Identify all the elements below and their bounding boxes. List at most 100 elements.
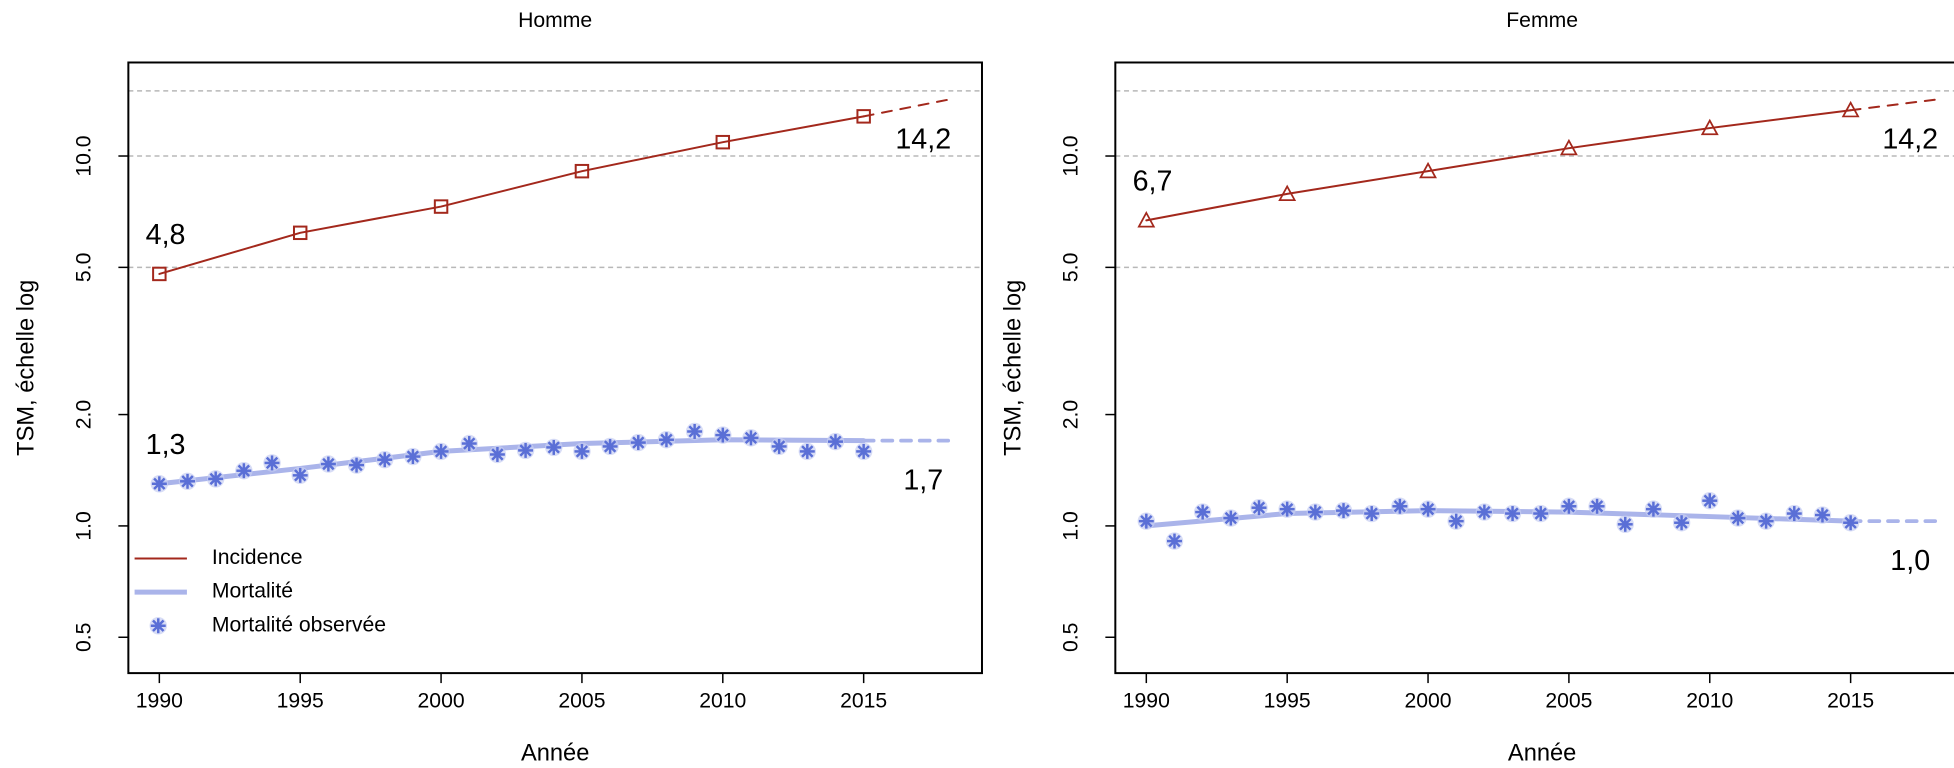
marker-stroke	[209, 472, 222, 486]
square-marker	[152, 266, 167, 282]
marker-stroke	[1816, 508, 1829, 522]
series-line	[1145, 109, 1852, 222]
legend-text: Incidence	[212, 546, 303, 569]
marker-shape	[1137, 211, 1156, 228]
value-label: 1,7	[903, 464, 943, 496]
marker-stroke	[1309, 505, 1322, 519]
marker-stroke	[772, 440, 786, 453]
plot-frame	[1114, 61, 1954, 675]
marker-stroke	[181, 475, 194, 488]
marker-stroke	[1337, 504, 1350, 517]
marker-stroke	[1703, 494, 1716, 507]
y-axis-label: TSM, échelle log	[14, 280, 40, 456]
plot-frame	[127, 61, 983, 675]
legend-text: Mortalité observée	[212, 613, 386, 636]
asterisk-marker	[1475, 503, 1494, 521]
marker-stroke	[463, 437, 476, 450]
square-marker	[856, 109, 871, 124]
value-label: 14,2	[1882, 123, 1938, 155]
marker-shape	[574, 163, 590, 179]
triangle-marker	[1137, 211, 1156, 228]
asterisk-marker	[404, 447, 422, 466]
asterisk-marker	[1701, 491, 1719, 510]
x-tick-label: 2005	[558, 689, 605, 712]
legend-item: Mortalité observée	[149, 613, 386, 636]
y-tick-label: 2.0	[72, 400, 95, 429]
marker-stroke	[265, 456, 279, 470]
asterisk-marker	[1250, 498, 1268, 517]
asterisk-marker	[149, 617, 167, 635]
y-tick-label: 1.0	[1059, 511, 1082, 540]
marker-stroke	[1478, 505, 1491, 519]
x-tick-label: 1995	[1264, 689, 1311, 712]
asterisk-marker	[347, 456, 366, 474]
marker-stroke	[1619, 518, 1632, 531]
marker-stroke	[1196, 505, 1209, 519]
asterisk-marker	[1193, 503, 1212, 521]
y-tick-label: 10.0	[72, 135, 95, 176]
marker-stroke	[294, 469, 307, 482]
asterisk-marker	[1137, 512, 1156, 530]
marker-stroke	[1562, 500, 1576, 513]
marker-stroke	[378, 453, 391, 466]
panel: Femme Année TSM, échelle log 0.5 1.0 2.0 5.0 10…	[1001, 9, 1954, 766]
value-label: 14,2	[895, 123, 951, 155]
asterisk-marker	[150, 475, 169, 493]
marker-stroke	[1506, 507, 1519, 520]
marker-shape	[433, 199, 449, 214]
asterisk-marker	[1813, 506, 1832, 524]
marker-stroke	[660, 433, 673, 446]
asterisk-marker	[1447, 512, 1465, 530]
square-marker	[292, 225, 308, 241]
asterisk-marker	[573, 442, 591, 461]
marker-stroke	[322, 457, 335, 471]
series-line	[1849, 98, 1937, 112]
y-axis-label: TSM, échelle log	[1001, 280, 1027, 456]
marker-stroke	[1281, 502, 1294, 516]
asterisk-marker	[291, 466, 309, 485]
marker-stroke	[744, 431, 758, 445]
asterisk-marker	[432, 442, 450, 461]
marker-stroke	[1252, 501, 1266, 514]
marker-stroke	[1844, 516, 1857, 529]
asterisk-marker	[1757, 512, 1775, 530]
marker-stroke	[153, 477, 166, 490]
value-label: 1,3	[146, 429, 186, 461]
x-tick-label: 1990	[136, 689, 183, 712]
marker-shape	[715, 134, 731, 150]
marker-stroke	[603, 440, 617, 453]
asterisk-marker	[1391, 497, 1409, 516]
asterisk-marker	[685, 422, 704, 441]
marker-stroke	[1168, 534, 1181, 548]
x-tick-label: 2010	[699, 689, 746, 712]
marker-stroke	[519, 444, 532, 457]
marker-stroke	[1731, 511, 1745, 525]
marker-stroke	[152, 619, 165, 632]
marker-stroke	[1590, 500, 1604, 513]
asterisk-marker	[1841, 514, 1860, 532]
marker-stroke	[829, 435, 842, 448]
asterisk-marker	[1222, 509, 1240, 527]
panel-title: Homme	[518, 9, 592, 32]
triangle-marker	[1700, 118, 1719, 136]
x-tick-label: 2015	[1827, 689, 1874, 712]
asterisk-marker	[854, 442, 873, 461]
y-tick-label: 0.5	[1059, 623, 1082, 652]
marker-shape	[1559, 138, 1578, 156]
asterisk-marker	[742, 429, 760, 447]
y-tick-label: 5.0	[72, 253, 95, 282]
asterisk-marker	[1644, 500, 1663, 518]
asterisk-marker	[460, 434, 478, 453]
marker-stroke	[1365, 507, 1378, 520]
asterisk-marker	[1306, 503, 1325, 521]
asterisk-marker	[798, 442, 817, 461]
asterisk-marker	[1165, 532, 1184, 550]
marker-shape	[1700, 118, 1719, 136]
marker-stroke	[1450, 514, 1463, 528]
marker-stroke	[1224, 511, 1238, 525]
triangle-marker	[1419, 161, 1437, 179]
marker-shape	[1278, 184, 1297, 201]
asterisk-marker	[714, 426, 732, 444]
